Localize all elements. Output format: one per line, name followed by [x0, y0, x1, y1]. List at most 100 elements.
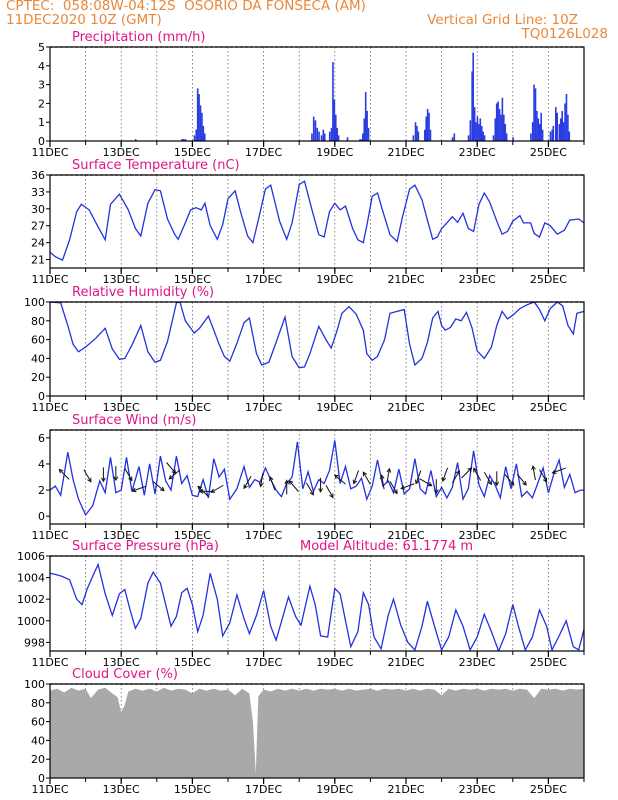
precip-bar: [198, 94, 200, 141]
wind-arrow-shaft: [419, 478, 432, 487]
wind-arrow-shaft: [461, 467, 472, 479]
wind-arrow: [288, 479, 299, 492]
precip-bar: [453, 133, 456, 141]
wind-arrow-shaft: [362, 471, 371, 485]
precip-bar: [367, 127, 370, 141]
wind-arrow-head: [159, 486, 165, 492]
wind-arrow: [494, 471, 500, 487]
x-tick-label: 25DEC: [530, 401, 567, 414]
precip-bar: [478, 124, 480, 141]
wind-arrow-head: [531, 465, 536, 471]
precip-bar: [480, 125, 483, 141]
y-tick-label: 20: [31, 371, 45, 384]
wind-arrow: [441, 467, 449, 482]
wind-arrow-head: [509, 480, 515, 486]
wind-arrow: [124, 468, 133, 482]
panel-wind: 0 2 4 6 11DEC 13DEC 15DEC 17DEC 19DEC 21DEC 23DEC 2…: [31, 413, 585, 542]
precip-bar: [549, 131, 552, 141]
precip-bar: [558, 124, 561, 141]
precip-bar: [564, 103, 566, 141]
y-tick-label: 60: [31, 334, 45, 347]
y-tick-label: 80: [31, 697, 45, 710]
precip-bar: [559, 118, 562, 141]
wind-arrow-head: [487, 480, 492, 486]
wind-arrow: [504, 473, 515, 486]
precip-bar: [416, 125, 418, 141]
panel-pressure: 998 1000 1002 1004 1006 11DEC 13DEC 15DEC 17DEC 1…: [17, 539, 585, 669]
precip-bar: [561, 110, 563, 141]
wind-arrow-head: [522, 480, 527, 486]
x-tick-label: 17DEC: [245, 529, 282, 542]
wind-arrow-shaft: [552, 467, 566, 474]
y-tick-label: 0: [38, 390, 45, 403]
x-tick-label: 19DEC: [316, 529, 353, 542]
precip-bar: [495, 103, 498, 141]
wind-arrow: [419, 478, 433, 487]
precip-bar: [540, 112, 542, 141]
x-tick-label: 23DEC: [459, 656, 496, 669]
precip-bar: [483, 135, 486, 141]
wind-arrow-shaft: [483, 471, 492, 485]
precip-bar: [500, 114, 502, 141]
wind-arrow-head: [58, 468, 64, 474]
wind-arrow-shaft: [532, 466, 536, 481]
x-tick-label: 11DEC: [31, 401, 68, 414]
wind-arrow-head: [379, 474, 385, 480]
precip-bar: [182, 139, 185, 141]
wind-arrow-head: [288, 479, 294, 485]
y-tick-label: 40: [31, 352, 45, 365]
wind-arrow: [461, 467, 473, 479]
cloud-cover-area: [50, 687, 584, 778]
wind-series-line: [50, 440, 584, 517]
precip-bar: [494, 118, 497, 141]
wind-arrow-head: [386, 467, 392, 473]
precip-bar: [475, 122, 477, 141]
precip-bar: [364, 92, 367, 141]
x-tick-label: 19DEC: [316, 783, 353, 796]
precip-bar: [567, 114, 569, 141]
x-tick-label: 25DEC: [530, 656, 567, 669]
wind-arrow-head: [427, 482, 433, 487]
wind-arrow-shaft: [83, 469, 92, 483]
x-tick-label: 15DEC: [174, 529, 211, 542]
precip-bar: [181, 139, 184, 141]
humidity-series-line: [50, 302, 584, 369]
precip-bar: [554, 107, 557, 141]
wind-arrow: [389, 481, 398, 495]
x-tick-label: 23DEC: [459, 783, 496, 796]
y-tick-label: 2: [38, 484, 45, 497]
y-tick-label: 33: [31, 186, 45, 199]
wind-arrow: [414, 470, 422, 485]
precip-bar: [414, 122, 417, 141]
wind-arrow-head: [414, 479, 420, 485]
header-grid-note: Vertical Grid Line: 10Z: [427, 12, 578, 28]
wind-arrow-head: [329, 493, 334, 499]
wind-arrow-shaft: [516, 473, 527, 486]
precip-bar: [473, 107, 476, 141]
wind-arrow-head: [467, 467, 473, 473]
y-tick-label: 100: [24, 296, 45, 309]
wind-arrow-head: [441, 476, 447, 482]
precip-bar: [428, 112, 430, 141]
precip-bar: [359, 139, 361, 141]
wind-arrow-head: [352, 479, 358, 485]
x-tick-label: 19DEC: [316, 401, 353, 414]
x-tick-label: 23DEC: [459, 146, 496, 159]
wind-arrow-shaft: [243, 475, 252, 489]
wind-arrow-shaft: [124, 468, 133, 481]
precip-bar: [362, 133, 364, 141]
wind-arrow-head: [362, 471, 368, 477]
precip-bar: [328, 131, 331, 141]
panel-cloud-cover: 0 20 40 60 80 100 11DEC 13DEC 15DEC 17DEC 19DEC 21D…: [24, 667, 585, 796]
x-tick-label: 13DEC: [103, 783, 140, 796]
precip-bar: [429, 129, 432, 141]
wind-arrow-head: [318, 488, 323, 493]
wind-arrow: [131, 485, 146, 493]
wind-arrow-head: [309, 490, 314, 496]
x-tick-label: 13DEC: [103, 656, 140, 669]
x-tick-label: 17DEC: [245, 273, 282, 286]
precip-bar: [366, 110, 368, 141]
wind-arrow: [352, 470, 360, 485]
y-tick-label: 0: [38, 510, 45, 523]
wind-arrow-head: [284, 479, 290, 485]
